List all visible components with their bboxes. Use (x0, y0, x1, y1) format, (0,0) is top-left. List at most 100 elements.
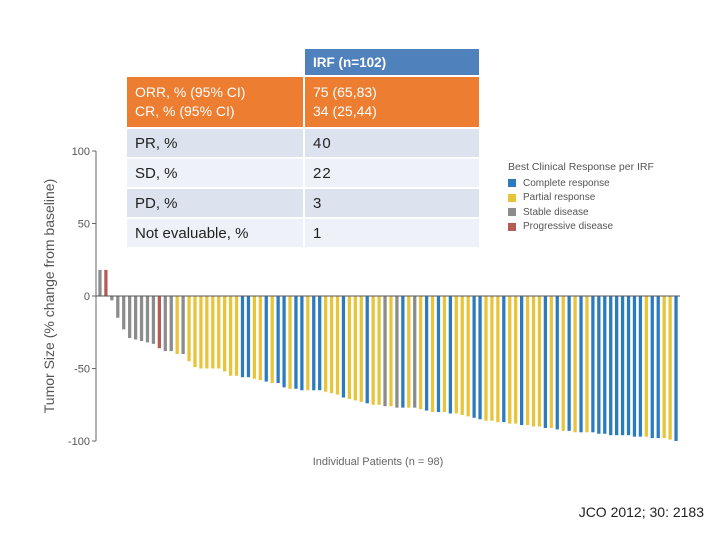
bar-pr (514, 296, 518, 424)
bar-cr (519, 296, 524, 426)
results-table: IRF (n=102) ORR, % (95% CI) CR, % (95% C… (127, 49, 481, 249)
table-row-orr-cr: ORR, % (95% CI) CR, % (95% CI) 75 (65,83… (127, 77, 481, 129)
legend-item-partial-response: Partial response (508, 191, 654, 206)
bar-pr (288, 296, 292, 389)
bar-pr (175, 296, 179, 354)
bar-cr (246, 296, 251, 378)
bar-pr (585, 296, 589, 433)
bar-sd (122, 296, 126, 330)
bar-pr (205, 296, 209, 369)
table-row-not-evaluable: Not evaluable, % 1 (127, 219, 481, 249)
bar-cr (597, 296, 601, 434)
pr-value: 40 (305, 129, 481, 159)
bar-sd (116, 296, 120, 318)
legend-title: Best Clinical Response per IRF (508, 161, 654, 173)
cr-label: CR, % (95% CI) (135, 103, 235, 119)
bar-pr (335, 296, 340, 395)
legend-swatch-yellow (508, 193, 516, 202)
bar-cr (276, 296, 280, 383)
bar-cr (591, 296, 595, 433)
bar-pr (228, 296, 233, 376)
bar-cr (579, 296, 583, 433)
bar-pr (537, 296, 542, 427)
bar-pr (460, 296, 464, 415)
bar-pr (199, 296, 203, 369)
bar-pr (329, 296, 334, 394)
sd-label: SD, % (127, 159, 305, 189)
bar-sd (145, 296, 150, 343)
x-axis-label: Individual Patients (n = 98) (313, 456, 444, 468)
bar-sd (383, 296, 387, 407)
bar-sd (163, 296, 167, 352)
y-axis: 100 50 0 -50 -100 (68, 146, 97, 448)
orr-value: 75 (65,83) (313, 84, 377, 100)
table-row-pr: PR, % 40 (127, 129, 481, 159)
legend-item-stable-disease: Stable disease (508, 205, 654, 220)
bar-cr (365, 296, 369, 404)
not-evaluable-label: Not evaluable, % (127, 219, 305, 249)
bar-pr (442, 296, 447, 412)
bar-pr (484, 296, 488, 421)
bar-cr (401, 296, 405, 408)
legend-label: Stable disease (523, 206, 589, 218)
bar-cr (555, 296, 559, 430)
bar-pr (324, 296, 328, 392)
legend-item-progressive-disease: Progressive disease (508, 220, 654, 235)
bar-pr (258, 296, 262, 381)
bar-sd (169, 296, 173, 352)
bar-pr (234, 296, 239, 376)
legend-label: Complete response (523, 177, 610, 189)
bar-pr (217, 296, 221, 369)
bar-pr (531, 296, 536, 427)
bar-cr (240, 296, 245, 378)
y-tick-label: 0 (84, 291, 90, 303)
bar-pr (353, 296, 357, 401)
bar-sd (139, 296, 144, 341)
bar-pr (573, 296, 577, 433)
bar-pr (187, 296, 191, 362)
legend-swatch-gray (508, 208, 516, 217)
bar-cr (638, 296, 643, 437)
bar-cr (318, 296, 322, 391)
bar-cr (502, 296, 506, 423)
bar-sd (151, 296, 156, 344)
bar-pr (549, 296, 553, 428)
table-header-irf: IRF (n=102) (305, 49, 481, 77)
bar-sd (133, 296, 138, 340)
bar-pr (496, 296, 500, 423)
bar-pr (561, 296, 565, 431)
bar-pr (668, 296, 672, 440)
pd-label: PD, % (127, 189, 305, 219)
legend-swatch-blue (508, 179, 516, 188)
bar-cr (632, 296, 637, 437)
sd-value: 22 (305, 159, 481, 189)
bar-sd (181, 296, 185, 354)
bar-pr (419, 296, 423, 410)
bar-pr (270, 296, 274, 383)
table-header-row: IRF (n=102) (127, 49, 481, 77)
bar-sd (413, 296, 417, 408)
bar-cr (567, 296, 571, 431)
table-row-pd: PD, % 3 (127, 189, 481, 219)
pd-value: 3 (305, 189, 481, 219)
pr-label: PR, % (127, 129, 305, 159)
bar-cr (424, 296, 429, 411)
bar-cr (626, 296, 631, 436)
bar-cr (472, 296, 476, 418)
bar-cr (674, 296, 678, 441)
y-tick-label: -100 (68, 436, 90, 448)
bar-cr (300, 296, 304, 391)
chart-legend: Best Clinical Response per IRF Complete … (508, 161, 654, 234)
y-axis-label: Tumor Size (% change from baseline) (41, 179, 57, 413)
bar-pr (644, 296, 648, 437)
bar-pr (377, 296, 381, 405)
legend-swatch-red (508, 222, 516, 231)
bar-pr (508, 296, 512, 424)
bar-pr (466, 296, 470, 417)
bar-pr (389, 296, 393, 407)
bar-pr (211, 296, 215, 369)
bar-sd (110, 296, 114, 301)
orr-label: ORR, % (95% CI) (135, 84, 246, 100)
bar-pr (252, 296, 257, 379)
bar-pr (371, 296, 375, 405)
